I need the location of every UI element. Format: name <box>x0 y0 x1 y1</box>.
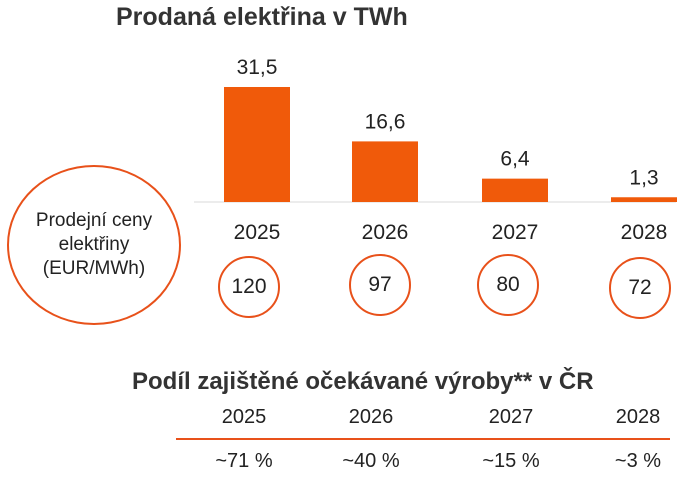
price-circle-2025: 120 <box>218 256 280 318</box>
price-label: Prodejní ceny elektřiny (EUR/MWh) <box>35 210 153 279</box>
bar-2028 <box>611 197 677 202</box>
price-value: 97 <box>368 273 392 296</box>
data-label-2025: 31,5 <box>237 56 278 79</box>
x-tick-label-2028: 2028 <box>621 221 668 244</box>
hedge-value-2025: ~71 % <box>215 450 273 472</box>
hedge-year-2025: 2025 <box>221 406 267 428</box>
bar-2027 <box>482 178 548 202</box>
price-label-circle: Prodejní ceny elektřiny (EUR/MWh) <box>7 165 181 325</box>
chart-title: Prodaná elektřina v TWh <box>116 3 408 31</box>
hedge-value-2026: ~40 % <box>342 450 400 472</box>
price-circle-2027: 80 <box>477 254 539 316</box>
price-value: 80 <box>496 273 520 296</box>
hedge-divider <box>176 438 670 440</box>
x-tick-label-2025: 2025 <box>234 221 281 244</box>
bar-2025 <box>224 87 290 202</box>
hedge-value-2027: ~15 % <box>482 450 540 472</box>
price-value: 120 <box>231 275 267 298</box>
hedge-year-2028: 2028 <box>615 406 661 428</box>
bar-chart: 31,5 2025 16,6 2026 6,4 2027 1,3 2028 <box>194 56 677 244</box>
price-circle-2026: 97 <box>349 254 411 316</box>
price-circle-2028: 72 <box>609 257 671 319</box>
hedge-year-2026: 2026 <box>348 406 394 428</box>
data-label-2027: 6,4 <box>500 148 530 171</box>
price-value: 72 <box>628 276 652 299</box>
x-tick-label-2026: 2026 <box>362 221 409 244</box>
hedge-year-2027: 2027 <box>488 406 534 428</box>
data-label-2026: 16,6 <box>365 110 406 133</box>
hedge-title: Podíl zajištěné očekávané výroby** v ČR <box>132 368 594 395</box>
x-tick-label-2027: 2027 <box>492 221 539 244</box>
hedge-value-2028: ~3 % <box>614 450 662 472</box>
data-label-2028: 1,3 <box>629 166 658 189</box>
bar-2026 <box>352 141 418 202</box>
